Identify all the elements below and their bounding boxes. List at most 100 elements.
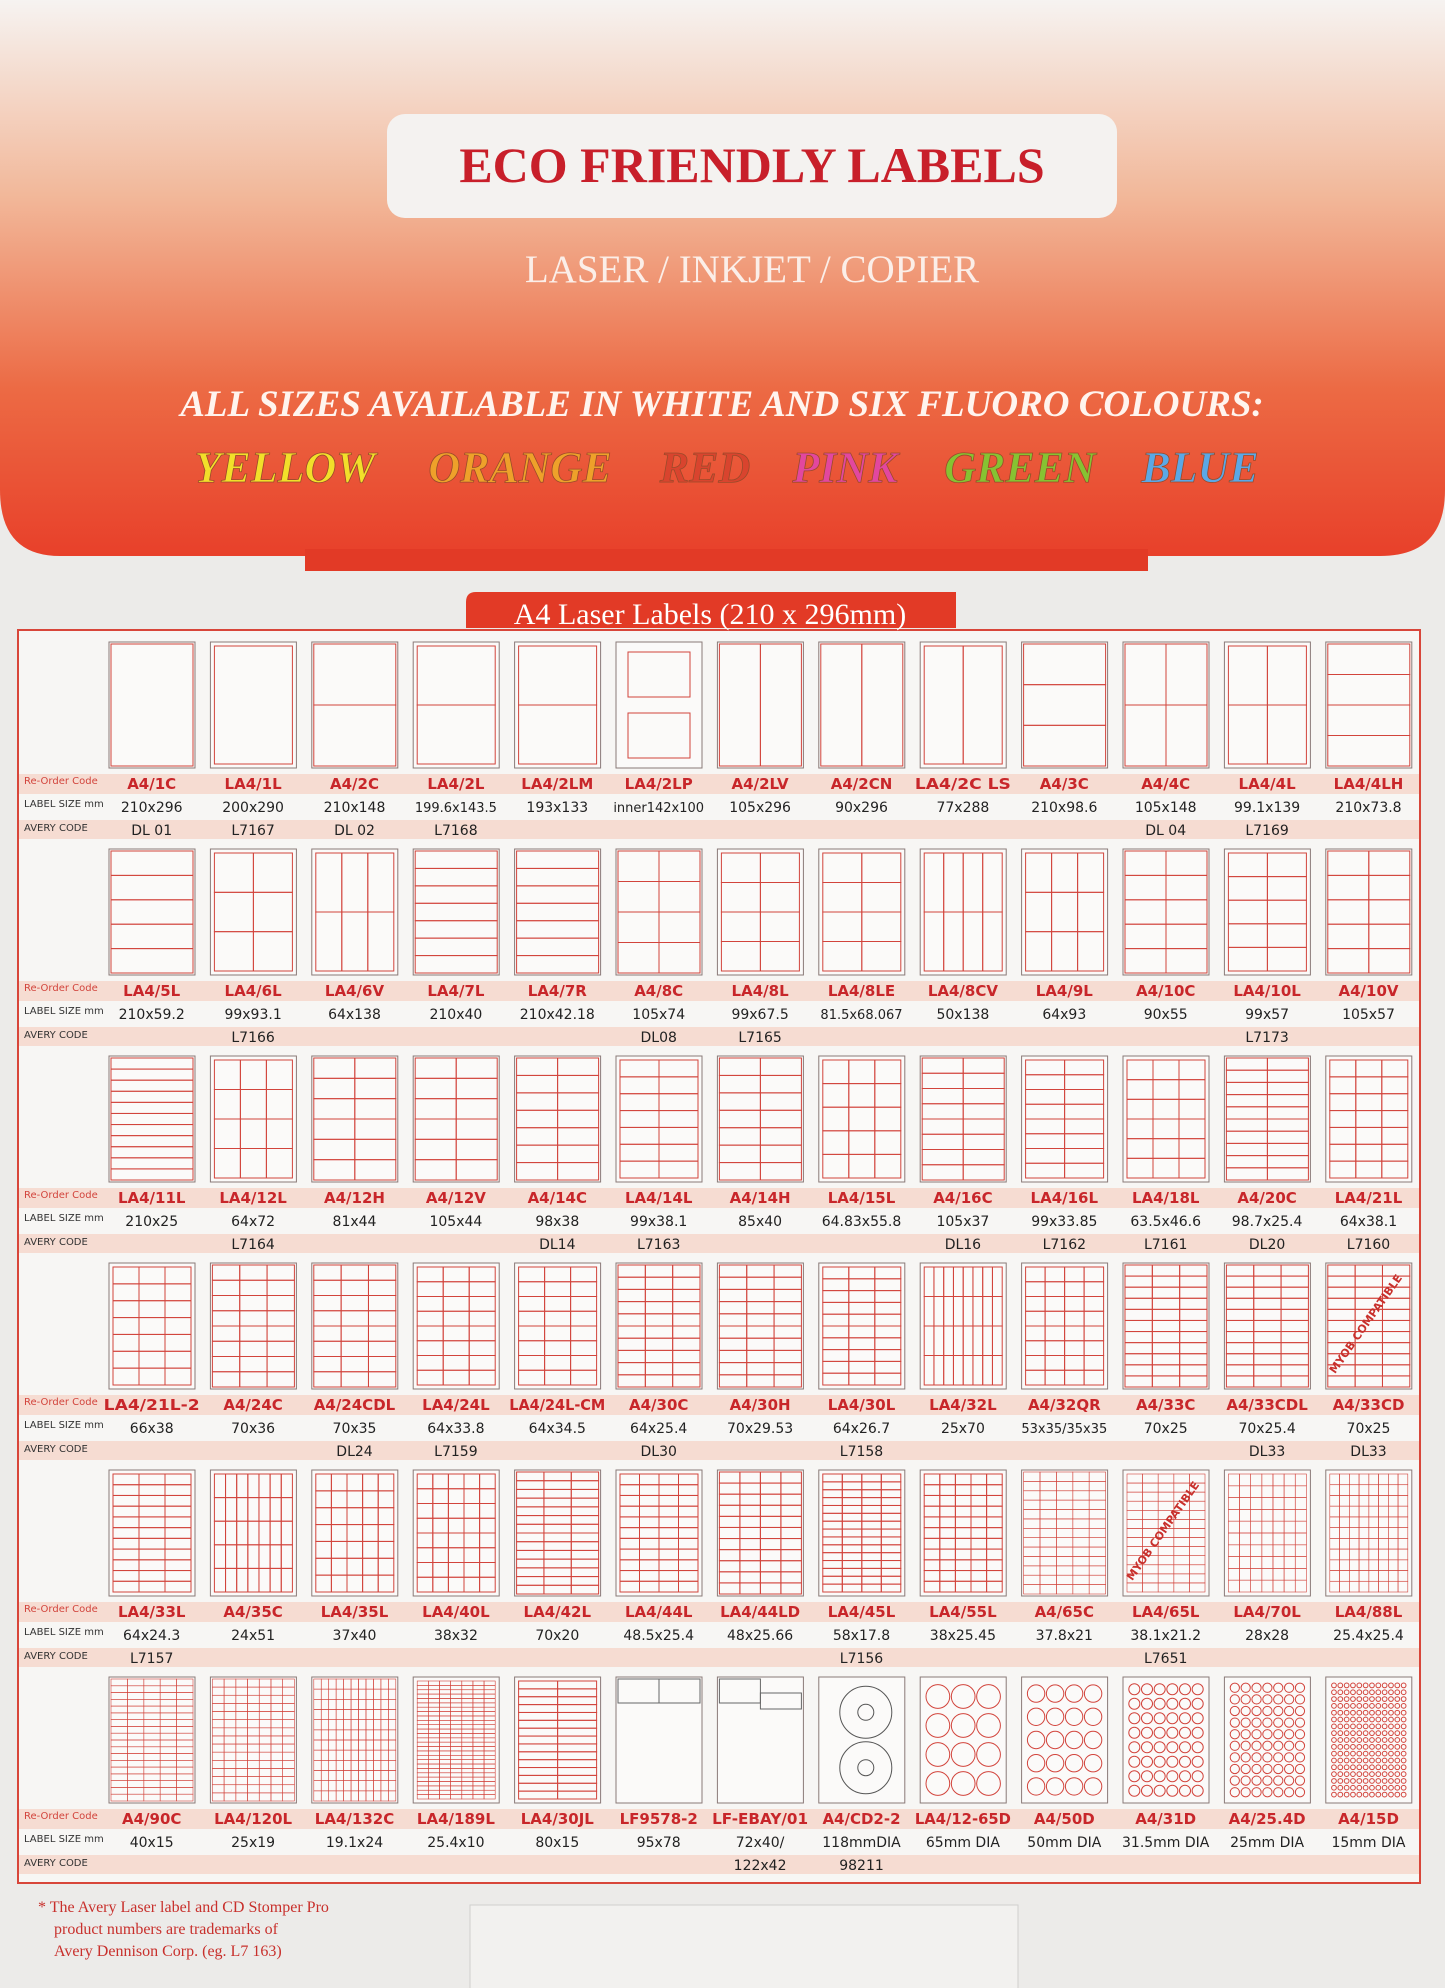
label-size: 90x55 xyxy=(1144,1007,1188,1023)
reorder-code: LA4/15L xyxy=(828,1189,896,1207)
label-sheet xyxy=(1325,1262,1413,1390)
label-cell xyxy=(455,1159,498,1181)
label-cell xyxy=(658,1678,701,1704)
sheet-outline xyxy=(108,641,196,769)
label-cell xyxy=(1191,1784,1204,1797)
label-cell xyxy=(164,1580,192,1593)
label-cell xyxy=(1369,1696,1375,1702)
label-cell xyxy=(718,1678,761,1704)
label-cell xyxy=(1045,1707,1065,1727)
label-cell xyxy=(1400,1716,1407,1723)
label-cell xyxy=(1343,1682,1350,1689)
label-cell xyxy=(1381,1757,1388,1764)
label-cell xyxy=(1381,1750,1388,1757)
reorder-code: LA4/7L xyxy=(427,982,485,1000)
label-cell xyxy=(874,1372,902,1386)
label-cell xyxy=(1273,1717,1284,1728)
label-cell xyxy=(874,1153,902,1179)
reorder-code: A4/14H xyxy=(730,1189,791,1207)
label-cell xyxy=(1337,1764,1344,1771)
reorder-code: A4/24C xyxy=(223,1396,282,1414)
reorder-code: LA4/6V xyxy=(325,982,385,1000)
label-cell xyxy=(1026,1707,1046,1727)
reorder-code: LA4/4L xyxy=(1239,775,1297,793)
reorder-code: A4/4C xyxy=(1141,775,1190,793)
reorder-code: LA4/5L xyxy=(123,982,181,1000)
reorder-code: A4/2LV xyxy=(732,775,789,793)
label-cell xyxy=(1381,1743,1388,1750)
label-cell xyxy=(1229,1705,1240,1717)
label-size: 98x38 xyxy=(535,1214,579,1230)
label-cell xyxy=(1343,1703,1350,1709)
label-cell xyxy=(1337,1778,1344,1784)
label-cell xyxy=(1166,1770,1179,1783)
label-sheet xyxy=(514,1262,602,1390)
label-cell xyxy=(1337,1757,1344,1764)
label-cell xyxy=(1375,1771,1382,1777)
label-cell xyxy=(1350,1730,1356,1737)
label-size: 65mm DIA xyxy=(926,1835,1000,1851)
label-cell xyxy=(1178,1157,1206,1179)
label-size: 193x133 xyxy=(526,800,588,816)
label-cell xyxy=(1381,1703,1388,1709)
label-cell xyxy=(857,1759,875,1777)
label-sheet xyxy=(716,1676,804,1804)
label-cell xyxy=(1375,1723,1382,1730)
reorder-code: LA4/1L xyxy=(225,775,283,793)
label-cell xyxy=(1375,1778,1382,1784)
label-cell xyxy=(1331,1716,1337,1723)
label-cell xyxy=(1350,1689,1356,1696)
reorder-code: LA4/21L xyxy=(1335,1189,1403,1207)
label-cell xyxy=(678,1580,699,1593)
label-size: 25x70 xyxy=(941,1421,985,1437)
reorder-code: LA4/8LE xyxy=(828,982,895,1000)
label-cell xyxy=(1140,1755,1154,1768)
label-cell xyxy=(1362,1778,1369,1784)
label-cell xyxy=(1088,1584,1106,1595)
reorder-code: LA4/6L xyxy=(225,982,283,1000)
reorder-code: LA4/2C LS xyxy=(915,775,1011,793)
label-cell xyxy=(1337,1682,1344,1689)
label-cell xyxy=(925,1684,951,1709)
label-cell xyxy=(1381,1791,1388,1798)
label-size: 70x25.4 xyxy=(1238,1421,1295,1437)
label-sheet xyxy=(1021,1055,1109,1183)
label-cell xyxy=(1369,1757,1375,1764)
label-cell xyxy=(1240,1705,1251,1717)
label-cell xyxy=(1337,1689,1344,1696)
label-sheet xyxy=(1021,1676,1109,1804)
label-sheet xyxy=(615,1055,703,1183)
sheet-outline xyxy=(1122,1469,1210,1597)
label-cell xyxy=(1350,1716,1356,1723)
label-cell xyxy=(213,645,293,765)
label-cell xyxy=(1362,1723,1369,1730)
label-size: 66x38 xyxy=(130,1421,174,1437)
label-sheet xyxy=(919,1469,1007,1597)
label-sheet xyxy=(818,1469,906,1597)
code-band xyxy=(19,774,1419,794)
sheet-outline xyxy=(209,1676,297,1804)
label-cell xyxy=(1350,1723,1356,1730)
label-cell xyxy=(1337,1743,1344,1750)
label-cell xyxy=(1337,1716,1344,1723)
label-size: 210x296 xyxy=(121,800,183,816)
reorder-code: LA4/120L xyxy=(214,1810,292,1828)
label-cell xyxy=(950,1742,976,1767)
label-cell xyxy=(1381,1784,1388,1791)
label-cell xyxy=(1251,1705,1262,1717)
label-cell xyxy=(416,704,496,765)
label-cell xyxy=(1381,1730,1388,1737)
label-cell xyxy=(1369,1689,1375,1696)
label-cell xyxy=(1388,1716,1394,1723)
label-sheet xyxy=(615,1676,703,1804)
label-size: 85x40 xyxy=(738,1214,782,1230)
label-cell xyxy=(1375,1703,1382,1709)
sheet-outline xyxy=(412,1676,500,1804)
label-cell xyxy=(1128,1741,1141,1754)
reorder-code: A4/CD2-2 xyxy=(822,1810,900,1828)
reorder-code: LA4/88L xyxy=(1335,1603,1403,1621)
label-size: 64x26.7 xyxy=(833,1421,890,1437)
reorder-code: A4/20C xyxy=(1237,1189,1296,1207)
label-cell xyxy=(1343,1696,1350,1702)
label-cell xyxy=(1262,1787,1273,1798)
